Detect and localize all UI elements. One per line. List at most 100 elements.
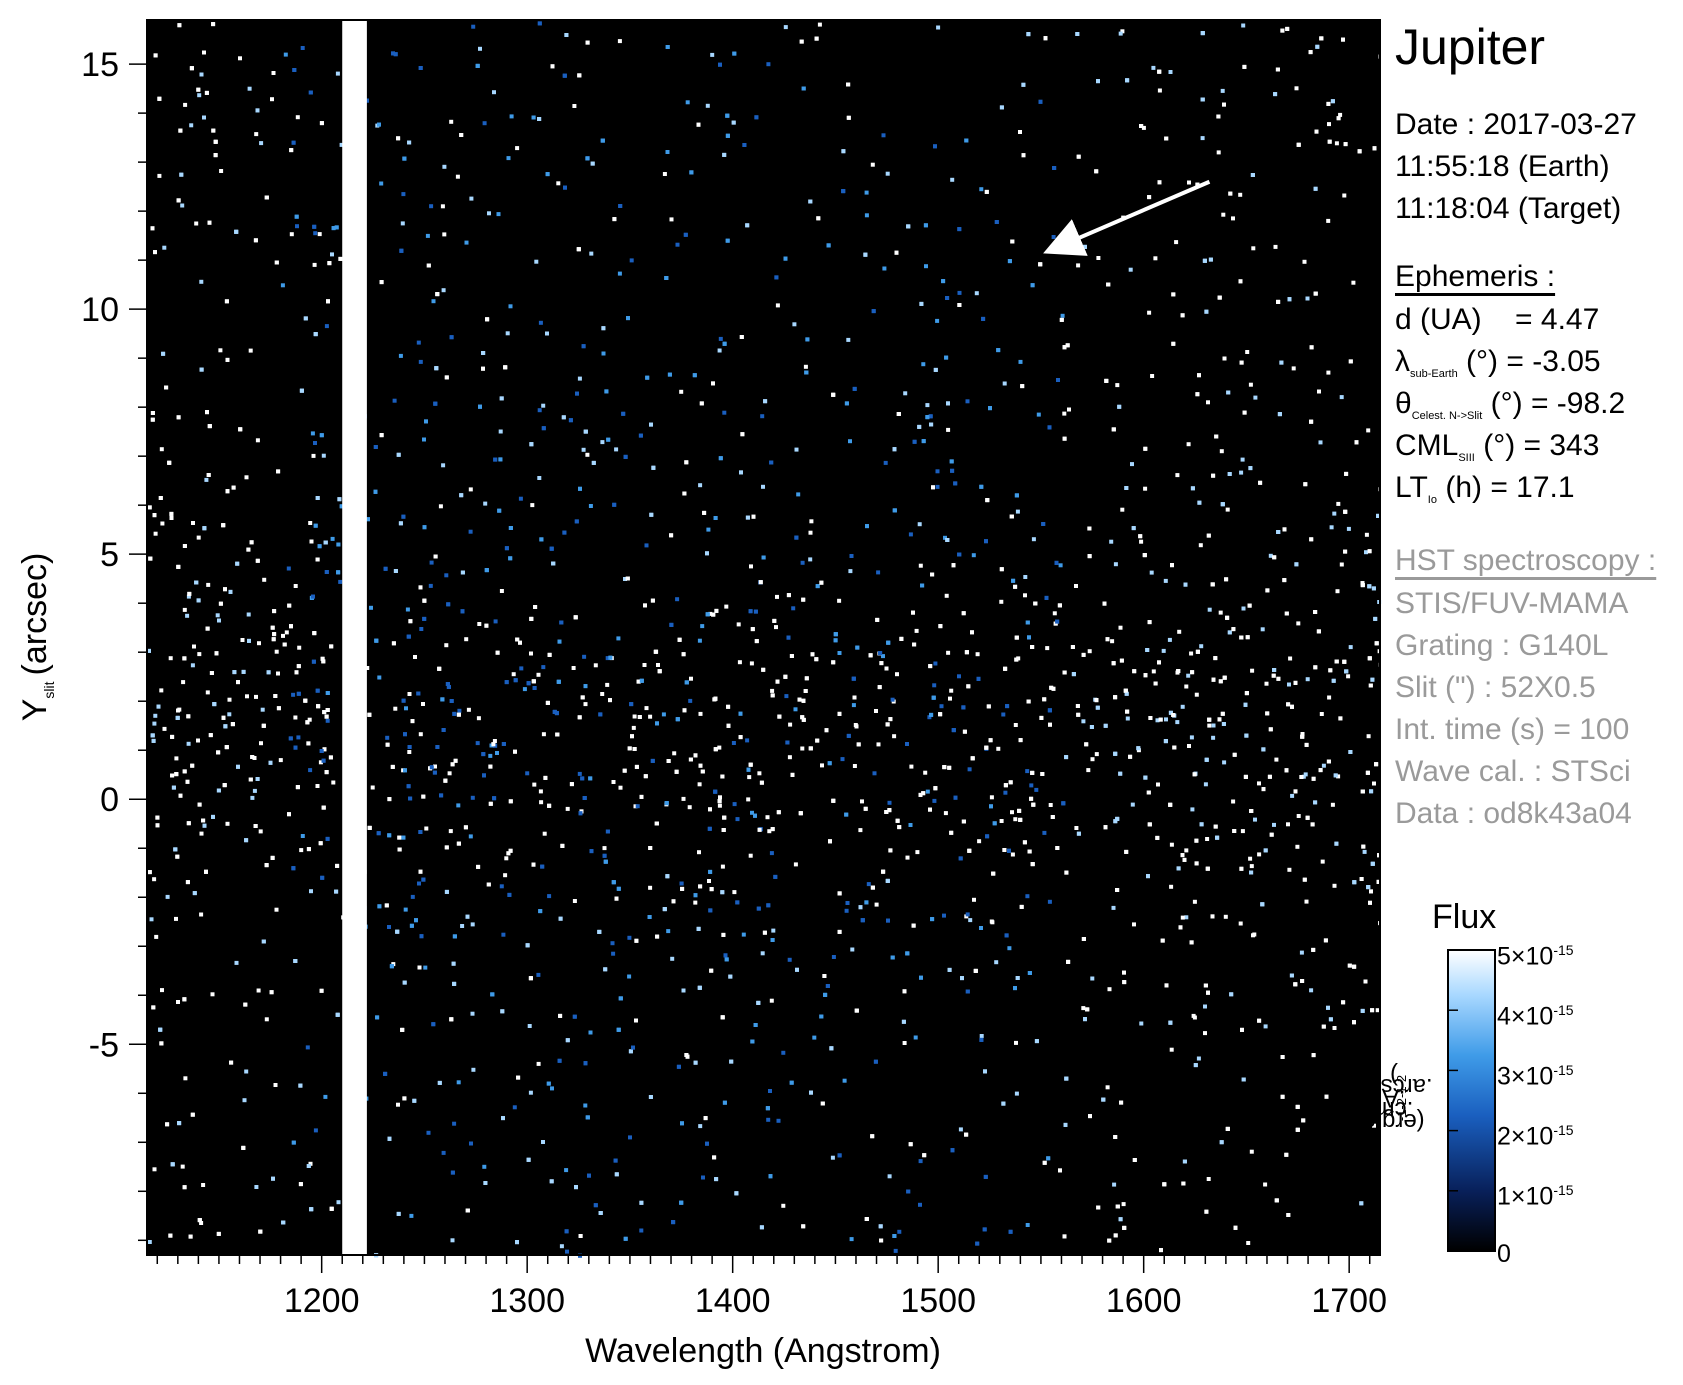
flux-pixel xyxy=(531,862,536,867)
flux-pixel xyxy=(1344,471,1349,476)
flux-pixel xyxy=(1263,848,1268,853)
flux-pixel xyxy=(1273,92,1278,97)
flux-pixel xyxy=(235,561,240,566)
flux-pixel xyxy=(628,1049,633,1054)
flux-pixel xyxy=(708,869,713,874)
flux-pixel xyxy=(1348,645,1353,650)
flux-pixel xyxy=(846,82,851,87)
flux-pixel xyxy=(720,1015,725,1020)
flux-pixel xyxy=(784,694,789,699)
flux-pixel xyxy=(1120,507,1125,512)
flux-pixel xyxy=(781,1050,786,1055)
flux-pixel xyxy=(627,746,632,751)
flux-pixel xyxy=(1124,849,1129,854)
flux-pixel xyxy=(1014,657,1019,662)
flux-pixel xyxy=(1003,666,1008,671)
flux-pixel xyxy=(176,415,181,420)
flux-pixel xyxy=(367,712,372,717)
flux-pixel xyxy=(1309,537,1314,542)
flux-pixel xyxy=(911,923,916,928)
flux-pixel xyxy=(294,214,299,219)
flux-pixel xyxy=(649,512,654,517)
flux-pixel xyxy=(986,704,991,709)
flux-pixel xyxy=(505,331,510,336)
flux-pixel xyxy=(321,453,326,458)
flux-pixel xyxy=(180,203,185,208)
flux-pixel xyxy=(851,703,856,708)
flux-pixel xyxy=(528,1090,533,1095)
flux-pixel xyxy=(943,535,947,540)
flux-pixel xyxy=(541,403,546,408)
flux-pixel xyxy=(800,560,805,565)
flux-pixel xyxy=(550,1086,554,1091)
flux-pixel xyxy=(562,530,567,535)
flux-pixel xyxy=(176,708,180,713)
flux-pixel xyxy=(612,217,617,222)
flux-pixel xyxy=(958,856,963,861)
flux-pixel xyxy=(1207,717,1212,722)
flux-pixel xyxy=(999,567,1004,572)
flux-pixel xyxy=(1014,1091,1019,1096)
flux-pixel xyxy=(295,785,300,790)
flux-pixel xyxy=(1267,774,1272,779)
flux-pixel xyxy=(1326,759,1331,764)
flux-pixel xyxy=(709,887,714,892)
colorbar-tick-3: 3×10-15 xyxy=(1497,1062,1574,1091)
flux-pixel xyxy=(949,459,954,464)
flux-pixel xyxy=(1220,88,1225,93)
flux-pixel xyxy=(1248,382,1253,387)
flux-pixel xyxy=(1253,395,1258,400)
flux-pixel xyxy=(611,780,616,784)
flux-pixel xyxy=(1302,259,1307,264)
flux-pixel xyxy=(507,892,512,897)
flux-pixel xyxy=(201,818,206,823)
flux-pixel xyxy=(1048,803,1053,807)
flux-pixel xyxy=(379,280,384,285)
flux-pixel xyxy=(930,572,935,577)
flux-pixel xyxy=(636,679,641,684)
flux-pixel xyxy=(647,915,652,919)
flux-pixel xyxy=(897,1229,902,1234)
flux-pixel xyxy=(912,439,917,444)
flux-pixel xyxy=(683,232,688,237)
flux-pixel xyxy=(1013,817,1018,822)
flux-pixel xyxy=(164,385,169,390)
flux-pixel xyxy=(1063,1122,1068,1127)
flux-pixel xyxy=(929,712,934,717)
flux-pixel xyxy=(919,975,923,980)
flux-pixel xyxy=(884,810,889,814)
flux-pixel xyxy=(289,232,294,237)
flux-pixel xyxy=(761,667,766,672)
y-tick-label: 0 xyxy=(100,781,119,819)
flux-pixel xyxy=(1372,1123,1376,1128)
flux-pixel xyxy=(147,870,152,875)
flux-pixel xyxy=(387,925,391,929)
flux-pixel xyxy=(604,389,609,394)
flux-pixel xyxy=(1094,752,1099,757)
flux-pixel xyxy=(713,516,718,520)
flux-pixel xyxy=(935,484,940,489)
flux-pixel xyxy=(504,856,509,861)
flux-pixel xyxy=(866,882,871,887)
flux-pixel xyxy=(289,148,294,153)
flux-pixel xyxy=(1338,112,1343,117)
flux-pixel xyxy=(1118,771,1123,776)
flux-pixel xyxy=(318,760,323,765)
flux-pixel xyxy=(431,299,436,304)
flux-pixel xyxy=(442,232,447,237)
flux-pixel xyxy=(447,771,452,776)
flux-pixel xyxy=(446,685,451,689)
flux-pixel xyxy=(199,912,204,917)
flux-pixel xyxy=(160,521,165,526)
flux-pixel xyxy=(601,351,606,356)
flux-pixel xyxy=(1335,589,1340,594)
flux-pixel xyxy=(1062,345,1067,350)
flux-pixel xyxy=(896,412,901,416)
flux-pixel xyxy=(225,821,230,826)
flux-pixel xyxy=(528,976,533,981)
flux-pixel xyxy=(217,618,221,623)
flux-pixel xyxy=(991,871,996,876)
flux-pixel xyxy=(1081,652,1086,657)
flux-pixel xyxy=(1197,500,1202,505)
flux-pixel xyxy=(728,974,733,979)
